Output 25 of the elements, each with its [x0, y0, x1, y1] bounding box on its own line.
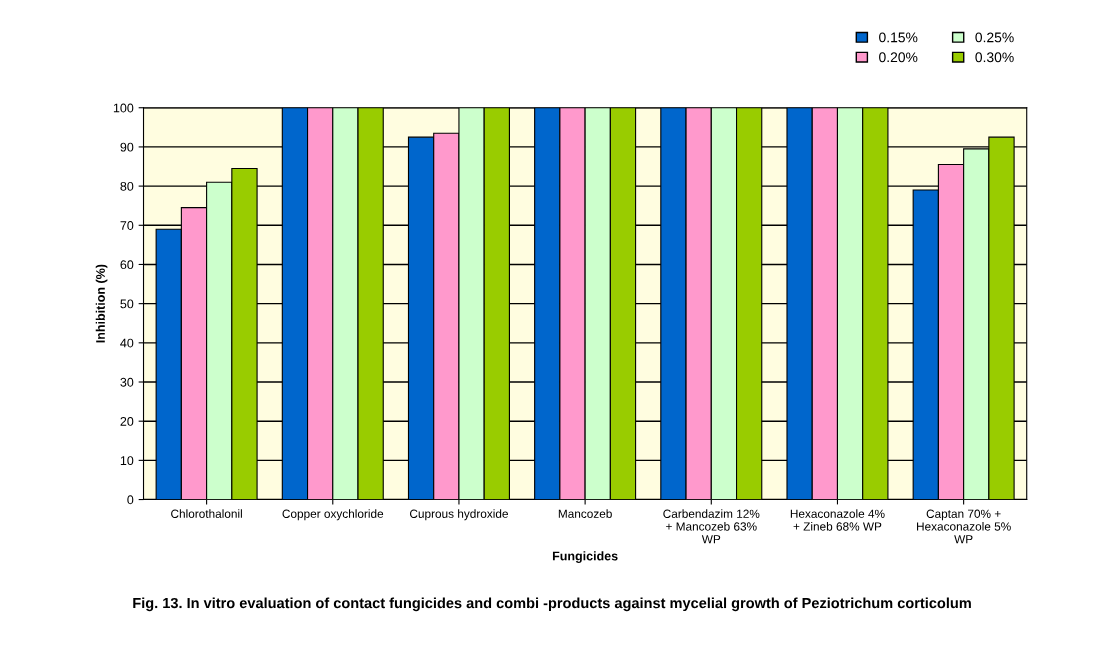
x-tick-label: Copper oxychloride	[282, 509, 384, 521]
y-tick-label: 0	[127, 495, 134, 505]
x-tick-label: Carbendazim 12% + Mancozeb 63% WP	[663, 509, 760, 544]
legend-label: 0.20%	[879, 52, 918, 63]
y-tick-label: 30	[120, 377, 134, 387]
x-tick-label: Hexaconazole 4% + Zineb 68% WP	[790, 509, 885, 531]
y-axis-title: Inhibition (%)	[95, 264, 108, 343]
y-tick-label: 50	[120, 299, 134, 309]
y-tick-label: 60	[120, 260, 134, 270]
x-tick-label: Captan 70% + Hexaconazole 5% WP	[917, 509, 1011, 544]
x-tick-label: Mancozeb	[558, 509, 612, 518]
y-tick-label: 20	[120, 416, 134, 426]
x-axis-title: Fungicides	[552, 551, 618, 563]
caption: Fig. 13. In vitro evaluation of contact fungicides and combi -products against mycelial growth of Peziotrichum corticolum	[133, 597, 971, 612]
legend-label: 0.15%	[879, 32, 918, 43]
legend-label: 0.25%	[975, 32, 1014, 43]
y-tick-label: 90	[120, 142, 134, 152]
y-tick-label: 80	[120, 181, 134, 191]
y-tick-label: 10	[120, 456, 134, 466]
y-tick-label: 70	[120, 221, 134, 230]
y-tick-label: 40	[120, 338, 134, 348]
y-tick-label: 100	[113, 103, 134, 113]
legend-label: 0.30%	[975, 52, 1014, 63]
x-tick-label: Chlorothalonil	[171, 509, 242, 518]
x-tick-label: Cuprous hydroxide	[410, 509, 508, 521]
